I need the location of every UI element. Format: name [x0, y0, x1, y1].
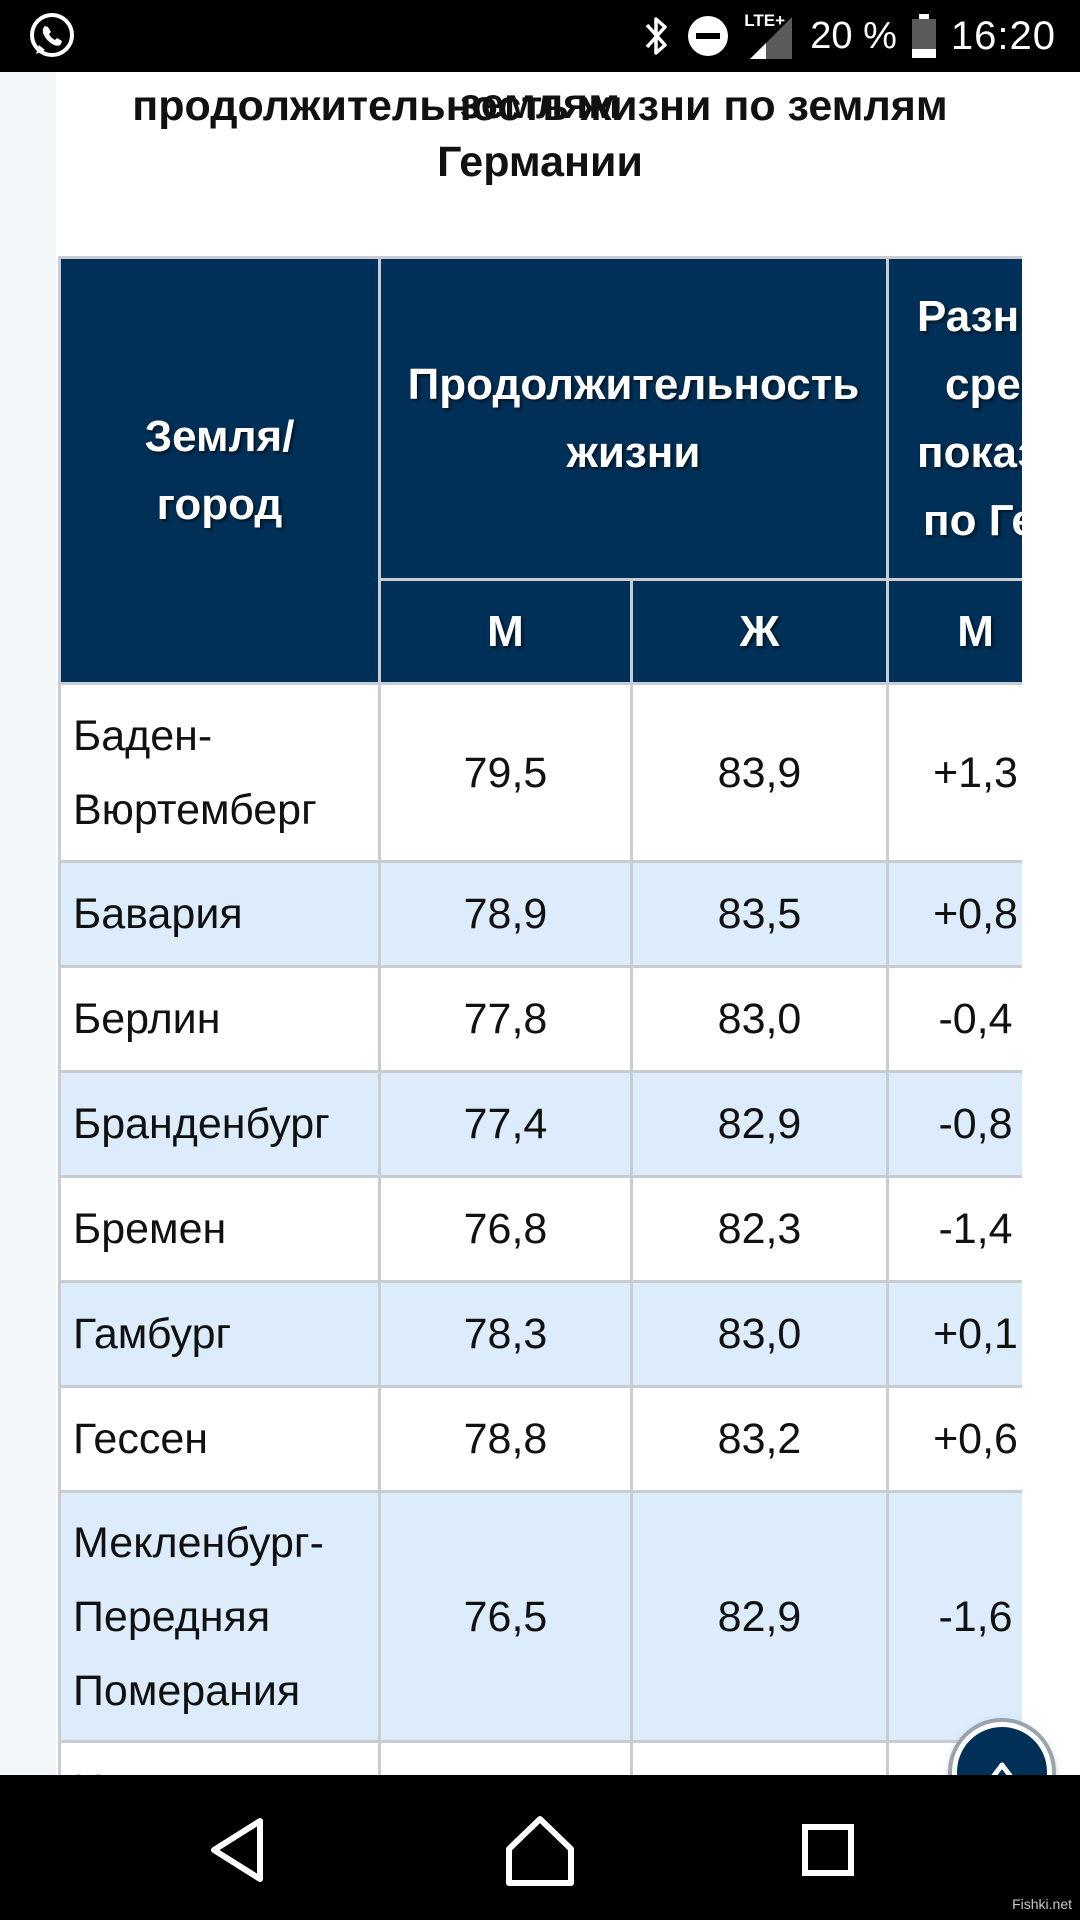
- title-partial-line: Средняя продолжительность жизни по земля…: [459, 80, 621, 128]
- whatsapp-icon: [30, 13, 74, 57]
- region-cell: Бремен: [58, 1175, 381, 1283]
- women-value: 83,0: [629, 1280, 890, 1388]
- women-value: 82,9: [629, 1490, 890, 1743]
- title-line: Германии: [437, 138, 643, 186]
- region-name: Померания: [73, 1666, 301, 1715]
- diff-men-value: -1,4: [886, 1175, 1022, 1283]
- column-header-difference: Разн сре показ по Ге: [886, 256, 1022, 581]
- table-row: Бранденбург 77,4 82,9 -0,8: [58, 1070, 1022, 1178]
- region-cell: Бавария: [58, 860, 381, 968]
- column-header-life-expectancy: Продолжительность жизни: [377, 256, 890, 581]
- status-icons: LTE+ 20 % 16:20: [642, 0, 1056, 72]
- diff-men-value: +0,1: [886, 1280, 1022, 1388]
- header-text: по Ге: [923, 495, 1022, 545]
- column-header-men: М: [378, 578, 633, 685]
- diff-men-value: -1,6: [886, 1490, 1022, 1743]
- men-value: 77,4: [378, 1070, 633, 1178]
- do-not-disturb-icon: [688, 16, 729, 56]
- header-text: Земля/: [144, 411, 295, 461]
- life-expectancy-table: Земля/ город Продолжительность жизни Раз…: [58, 256, 1022, 1775]
- diff-men-value: +0,6: [886, 1385, 1022, 1493]
- page-gutter: [0, 72, 56, 1775]
- page-title: продолжительность жизни по землям Герман…: [56, 78, 1024, 190]
- region-cell: Н: [58, 1740, 381, 1775]
- table-row: Баден- Вюртемберг 79,5 83,9 +1,3: [58, 682, 1022, 863]
- women-value: 83,9: [629, 682, 890, 863]
- column-header-women: Ж: [629, 578, 890, 685]
- women-value: 82,9: [629, 1070, 890, 1178]
- title-line: продолжительность жизни по землям: [132, 82, 948, 130]
- diff-men-value: +0,8: [886, 860, 1022, 968]
- header-text: жизни: [566, 427, 701, 477]
- diff-men-value: +1,3: [886, 682, 1022, 863]
- men-value: 76,8: [378, 1175, 633, 1283]
- header-text: Разн: [917, 291, 1020, 341]
- navigation-bar: Fishki.net: [0, 1775, 1080, 1920]
- network-label: LTE+: [744, 11, 786, 30]
- column-header-diff-men: М: [886, 578, 1022, 685]
- region-cell: Гессен: [58, 1385, 381, 1493]
- table-row: Гессен 78,8 83,2 +0,6: [58, 1385, 1022, 1493]
- women-value: 83,0: [629, 965, 890, 1073]
- battery-percent: 20 %: [810, 14, 897, 57]
- status-bar: LTE+ 20 % 16:20: [0, 0, 1080, 72]
- diff-men-value: -0,4: [886, 965, 1022, 1073]
- men-value: 78,9: [378, 860, 633, 968]
- web-page[interactable]: Средняя продолжительность жизни по земля…: [0, 72, 1080, 1775]
- table-row: Гамбург 78,3 83,0 +0,1: [58, 1280, 1022, 1388]
- region-cell: Бранденбург: [58, 1070, 381, 1178]
- header-text: сре: [945, 359, 1021, 409]
- battery-icon: [911, 14, 936, 58]
- chevron-up-icon: [991, 1762, 1013, 1775]
- diff-men-value: -0,8: [886, 1070, 1022, 1178]
- region-cell: Баден- Вюртемберг: [58, 682, 381, 863]
- men-value: [378, 1740, 633, 1775]
- region-cell: Гамбург: [58, 1280, 381, 1388]
- men-value: 76,5: [378, 1490, 633, 1743]
- header-text: показ: [917, 427, 1022, 477]
- signal-indicator: LTE+: [744, 11, 796, 61]
- men-value: 77,8: [378, 965, 633, 1073]
- back-icon[interactable]: [196, 1805, 286, 1895]
- men-value: 78,3: [378, 1280, 633, 1388]
- header-text: Продолжительность: [407, 359, 860, 409]
- home-icon[interactable]: [495, 1805, 585, 1895]
- men-value: 79,5: [378, 682, 633, 863]
- women-value: [629, 1740, 890, 1775]
- region-cell: Мекленбург- Передняя Померания: [58, 1490, 381, 1743]
- men-value: 78,8: [378, 1385, 633, 1493]
- table-row: Бавария 78,9 83,5 +0,8: [58, 860, 1022, 968]
- header-text: город: [156, 479, 283, 529]
- region-name: Вюртемберг: [73, 785, 317, 834]
- women-value: 83,5: [629, 860, 890, 968]
- recents-icon[interactable]: [783, 1805, 873, 1895]
- region-name: Мекленбург-: [73, 1518, 324, 1567]
- table-row: Н: [58, 1740, 1022, 1775]
- women-value: 82,3: [629, 1175, 890, 1283]
- region-name: Баден-: [73, 711, 213, 760]
- table-row: Берлин 77,8 83,0 -0,4: [58, 965, 1022, 1073]
- clock: 16:20: [950, 13, 1056, 58]
- region-cell: Берлин: [58, 965, 381, 1073]
- women-value: 83,2: [629, 1385, 890, 1493]
- region-name: Передняя: [73, 1592, 271, 1641]
- table-container[interactable]: Земля/ город Продолжительность жизни Раз…: [58, 256, 1022, 1775]
- watermark: Fishki.net: [1012, 1896, 1072, 1912]
- bluetooth-icon: [645, 17, 668, 55]
- table-row: Бремен 76,8 82,3 -1,4: [58, 1175, 1022, 1283]
- table-row: Мекленбург- Передняя Померания 76,5 82,9…: [58, 1490, 1022, 1743]
- column-header-region: Земля/ город: [58, 256, 381, 685]
- signal-icon: [750, 17, 793, 59]
